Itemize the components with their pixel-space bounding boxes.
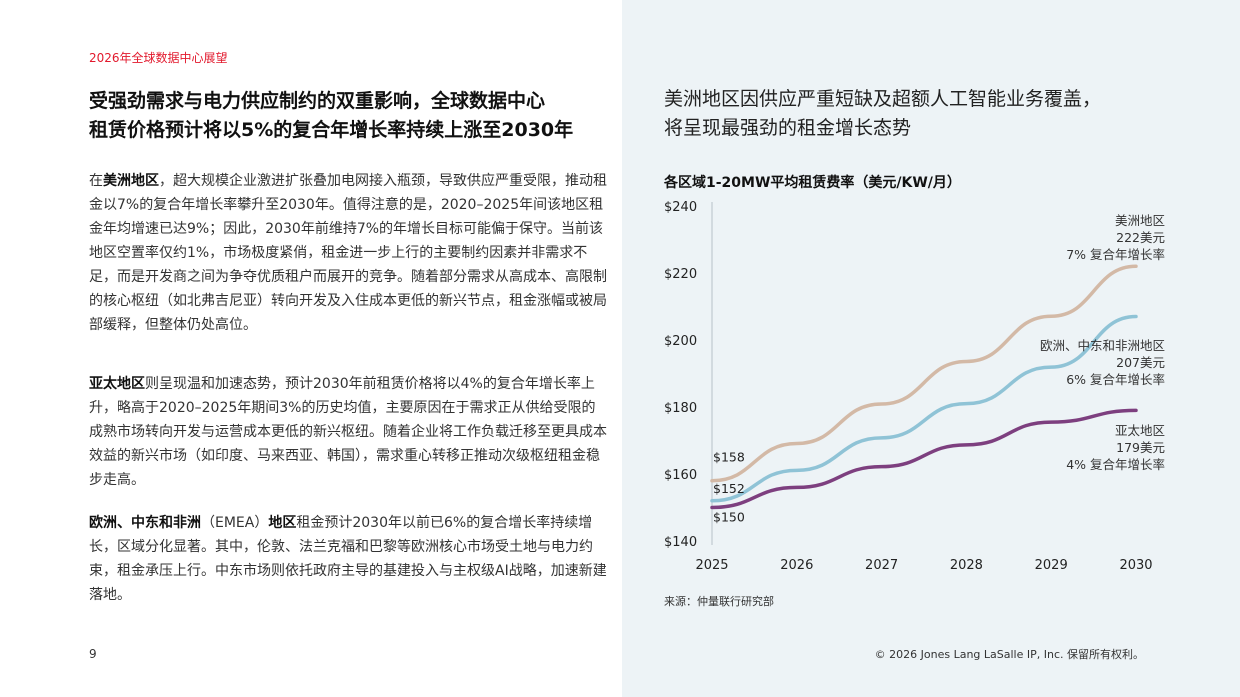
apac-paragraph: 亚太地区则呈现温和加速态势，预计2030年前租赁价格将以4%的复合年增长率上升，…	[89, 372, 607, 492]
apac-bold: 亚太地区	[89, 376, 145, 392]
series-annotation: 美洲地区	[1115, 213, 1165, 228]
headline-line-2: 租赁价格预计将以5%的复合年增长率持续上涨至2030年	[89, 119, 574, 141]
x-tick-label: 2026	[780, 558, 813, 573]
y-tick-label: $200	[664, 334, 697, 349]
start-value-label: $150	[713, 510, 745, 525]
series-annotation: 6% 复合年增长率	[1066, 372, 1165, 387]
chart-panel	[622, 0, 1240, 697]
x-tick-label: 2030	[1119, 558, 1152, 573]
series-line-2	[710, 408, 1138, 510]
series-annotation: 7% 复合年增长率	[1066, 247, 1165, 262]
x-tick-label: 2027	[865, 558, 898, 573]
line-chart: $140 $160 $180 $200 $220 $240 2025 2026 2027 2028…	[664, 200, 1165, 573]
y-tick-label: $240	[664, 200, 697, 215]
text-column: 2026年全球数据中心展望 受强劲需求与电力供应制约的双重影响，全球数据中心 租…	[89, 51, 609, 661]
emea-abbr: （EMEA）	[201, 515, 269, 531]
x-tick-label: 2029	[1035, 558, 1068, 573]
series-annotation: 179美元	[1116, 440, 1165, 455]
page-headline: 受强劲需求与电力供应制约的双重影响，全球数据中心 租赁价格预计将以5%的复合年增…	[89, 87, 609, 145]
chart-title: 各区域1-20MW平均租赁费率（美元/KW/月）	[664, 175, 961, 191]
americas-bold: 美洲地区	[103, 173, 159, 189]
y-tick-label: $180	[664, 401, 697, 416]
start-value-label: $158	[713, 450, 745, 465]
series-line-1	[710, 314, 1138, 503]
chart-source: 来源：仲量联行研究部	[664, 595, 774, 608]
series-annotation: 亚太地区	[1115, 423, 1165, 438]
apac-text: 则呈现温和加速态势，预计2030年前租赁价格将以4%的复合年增长率上升，略高于2…	[89, 376, 607, 488]
americas-text: ，超大规模企业激进扩张叠加电网接入瓶颈，导致供应严重受限，推动租金以7%的复合年…	[89, 173, 607, 333]
series-annotation: 207美元	[1116, 355, 1165, 370]
americas-paragraph: 在美洲地区，超大规模企业激进扩张叠加电网接入瓶颈，导致供应严重受限，推动租金以7…	[89, 173, 607, 333]
chart-heading: 美洲地区因供应严重短缺及超额人工智能业务覆盖， 将呈现最强劲的租金增长态势	[664, 85, 1184, 143]
page-number: 9	[89, 647, 97, 661]
x-tick-label: 2025	[695, 558, 728, 573]
copyright-notice: © 2026 Jones Lang LaSalle IP, Inc. 保留所有权…	[874, 648, 1144, 661]
x-tick-label: 2028	[950, 558, 983, 573]
y-tick-label: $160	[664, 468, 697, 483]
series-annotation: 4% 复合年增长率	[1066, 457, 1165, 472]
emea-paragraph: 欧洲、中东和非洲（EMEA）地区租金预计2030年以前已6%的复合增长率持续增长…	[89, 511, 607, 607]
emea-bold-2: 地区	[268, 515, 297, 531]
start-value-label: $152	[713, 481, 745, 496]
chart-heading-line-1: 美洲地区因供应严重短缺及超额人工智能业务覆盖，	[664, 88, 1102, 110]
emea-bold: 欧洲、中东和非洲	[89, 515, 201, 531]
headline-line-1: 受强劲需求与电力供应制约的双重影响，全球数据中心	[89, 90, 546, 112]
series-annotation: 欧洲、中东和非洲地区	[1040, 338, 1165, 353]
emea-text: 租金预计2030年以前已6%的复合增长率持续增长，区域分化显著。其中，伦敦、法兰…	[89, 515, 607, 603]
series-annotation: 222美元	[1116, 230, 1165, 245]
document-title: 2026年全球数据中心展望	[89, 51, 228, 65]
y-tick-label: $220	[664, 267, 697, 282]
chart-heading-line-2: 将呈现最强劲的租金增长态势	[664, 117, 912, 139]
y-tick-label: $140	[664, 535, 697, 550]
series-line-0	[710, 264, 1138, 483]
